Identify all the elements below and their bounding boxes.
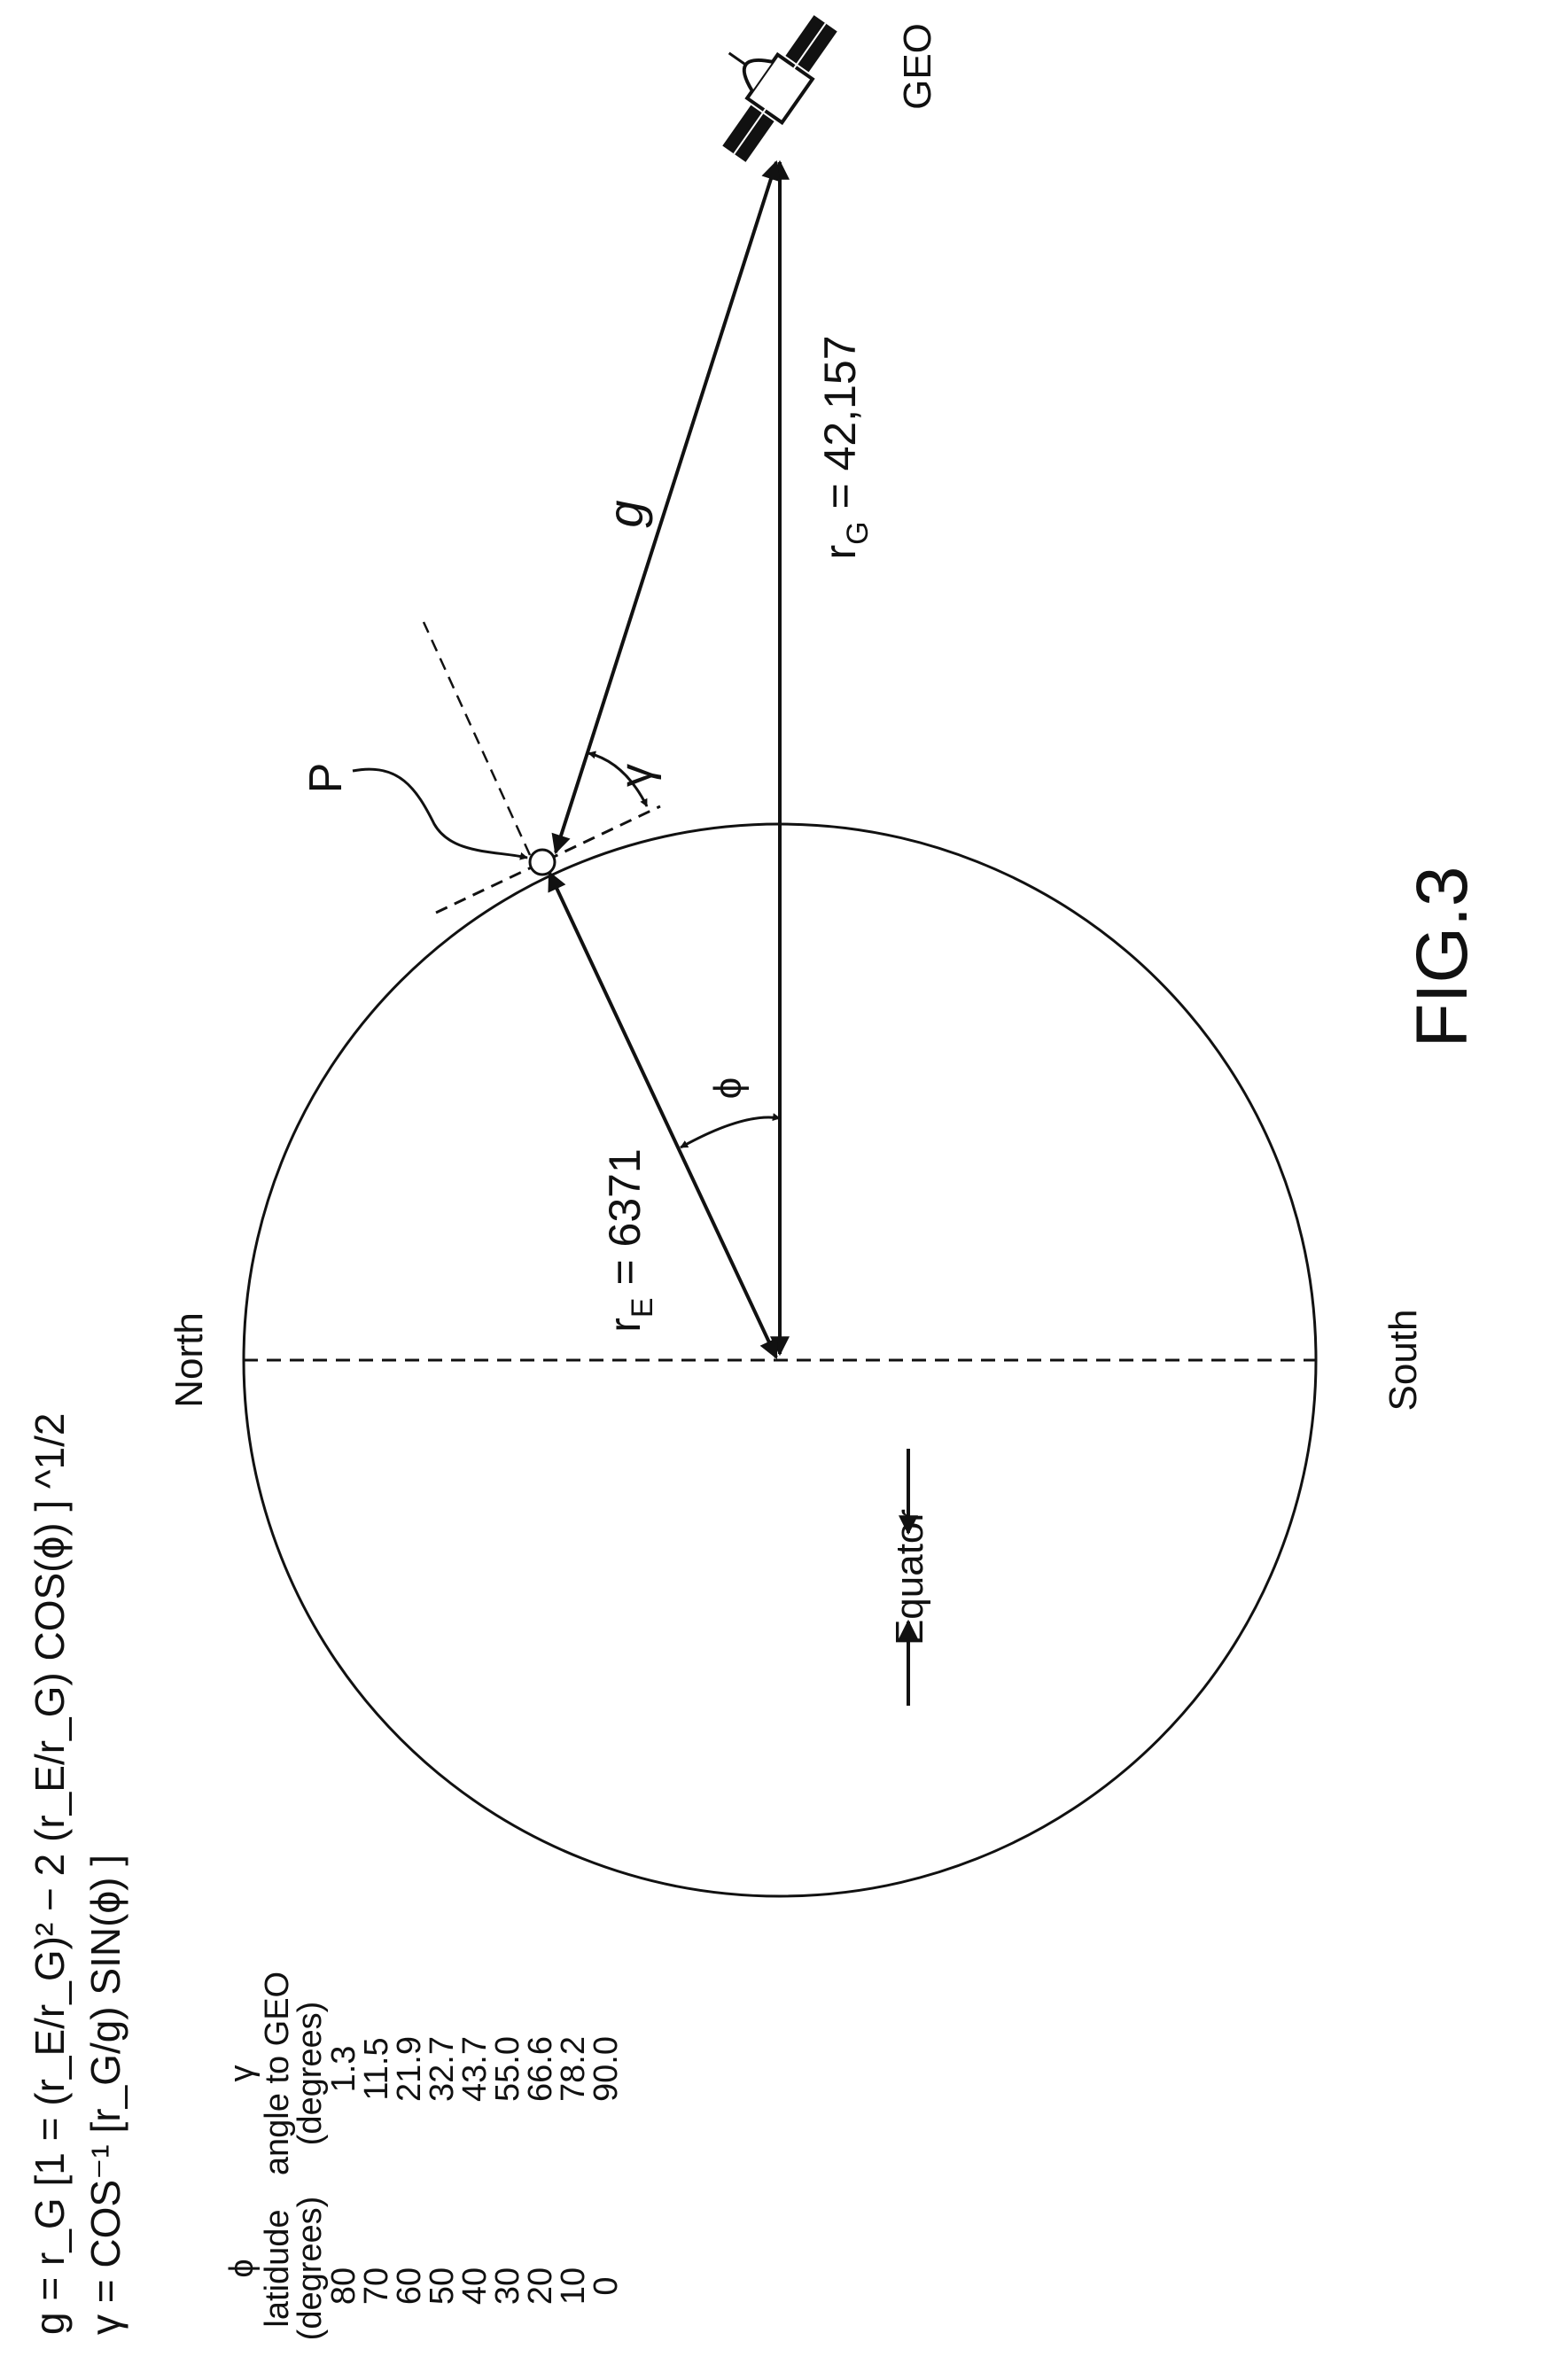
point-p-marker	[530, 850, 555, 875]
table-header-lat: latidude	[259, 2209, 296, 2327]
equator-label: Equator	[888, 1509, 931, 1645]
table-cell-angle: 1.3	[325, 2046, 362, 2093]
table-cell-angle: 78.2	[555, 2036, 592, 2102]
table-header-angle: (degrees)	[292, 2002, 329, 2146]
south-label: South	[1382, 1310, 1425, 1412]
figure-title: FIG.3	[1402, 866, 1483, 1047]
re-symbol: r	[600, 1318, 650, 1333]
table-cell-angle: 21.9	[391, 2036, 428, 2102]
p-leader	[353, 769, 527, 858]
re-line	[549, 873, 776, 1357]
rg-value: = 42,157	[815, 335, 865, 521]
north-label: North	[167, 1312, 211, 1408]
horizon-extension	[424, 622, 530, 855]
phi-label: ϕ	[706, 1077, 750, 1100]
table-header-lat: ϕ	[223, 2259, 261, 2277]
table-cell-angle: 55.0	[489, 2036, 526, 2102]
table-cell-angle: 90.0	[588, 2036, 625, 2102]
table-cell-lat: 70	[358, 2267, 395, 2305]
geo-label: GEO	[896, 23, 939, 110]
rg-symbol: r	[815, 545, 865, 560]
g-label: g	[597, 500, 653, 527]
point-p-label: P	[300, 763, 352, 794]
table-cell-lat: 10	[555, 2267, 592, 2305]
re-subscript: E	[626, 1297, 659, 1318]
table-header-angle: angle to GEO	[259, 1972, 296, 2175]
table-header-lat: (degrees)	[292, 2197, 329, 2341]
table-cell-angle: 11.5	[358, 2037, 395, 2100]
formula-gamma: γ = COS⁻¹ [r_G/g) SIN(ϕ) ]	[82, 1855, 128, 2335]
table-header-angle: γ	[223, 2065, 261, 2082]
table-cell-lat: 40	[456, 2267, 494, 2305]
table-cell-lat: 50	[424, 2267, 461, 2305]
table-cell-lat: 0	[588, 2276, 625, 2295]
phi-arc	[681, 1117, 780, 1147]
rg-label: rG = 42,157	[815, 335, 875, 559]
re-value: = 6371	[600, 1148, 650, 1297]
table-cell-lat: 80	[325, 2267, 362, 2305]
table-cell-lat: 60	[391, 2267, 428, 2305]
formula-g: g = r_G [1 = (r_E/r_G)² − 2 (r_E/r_G) CO…	[27, 1413, 73, 2335]
data-table: ϕlatidude(degrees)γangle to GEO(degrees)…	[223, 1972, 625, 2340]
re-label: rE = 6371	[600, 1148, 659, 1333]
table-cell-lat: 20	[522, 2267, 559, 2305]
table-cell-angle: 32.7	[424, 2036, 461, 2102]
satellite-icon	[683, 0, 843, 166]
table-cell-lat: 30	[489, 2267, 526, 2305]
rg-subscript: G	[841, 521, 875, 544]
table-cell-angle: 43.7	[456, 2036, 494, 2102]
gamma-label: γ	[611, 764, 662, 787]
table-cell-angle: 66.6	[522, 2036, 559, 2102]
g-line	[556, 162, 776, 852]
